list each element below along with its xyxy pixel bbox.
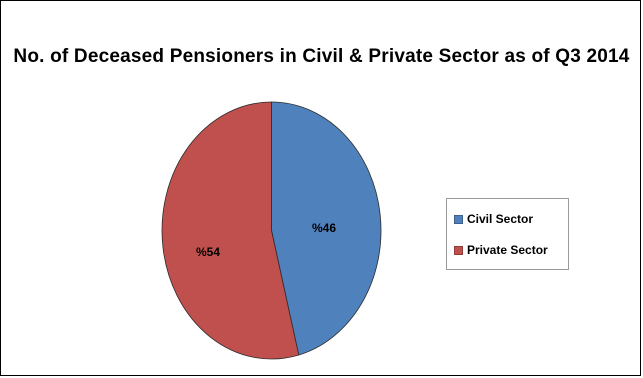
legend-item-private-sector: Private Sector [454, 242, 548, 258]
pie-labels: %46 %54 [196, 221, 336, 259]
legend-label-civil-sector: Civil Sector [467, 212, 534, 226]
slice-label-civil-sector: %46 [312, 221, 336, 235]
pie-slice-private-sector [161, 101, 300, 360]
legend-swatch-civil-sector [454, 214, 463, 224]
legend-item-civil-sector: Civil Sector [454, 211, 533, 227]
legend-label-private-sector: Private Sector [467, 243, 548, 257]
pie-slice-civil-sector [271, 101, 382, 356]
slice-label-private-sector: %54 [196, 245, 220, 259]
legend: Civil Sector Private Sector [446, 198, 569, 270]
chart-title: No. of Deceased Pensioners in Civil & Pr… [13, 46, 630, 67]
legend-swatch-private-sector [454, 245, 463, 255]
pie-slices [161, 101, 382, 360]
